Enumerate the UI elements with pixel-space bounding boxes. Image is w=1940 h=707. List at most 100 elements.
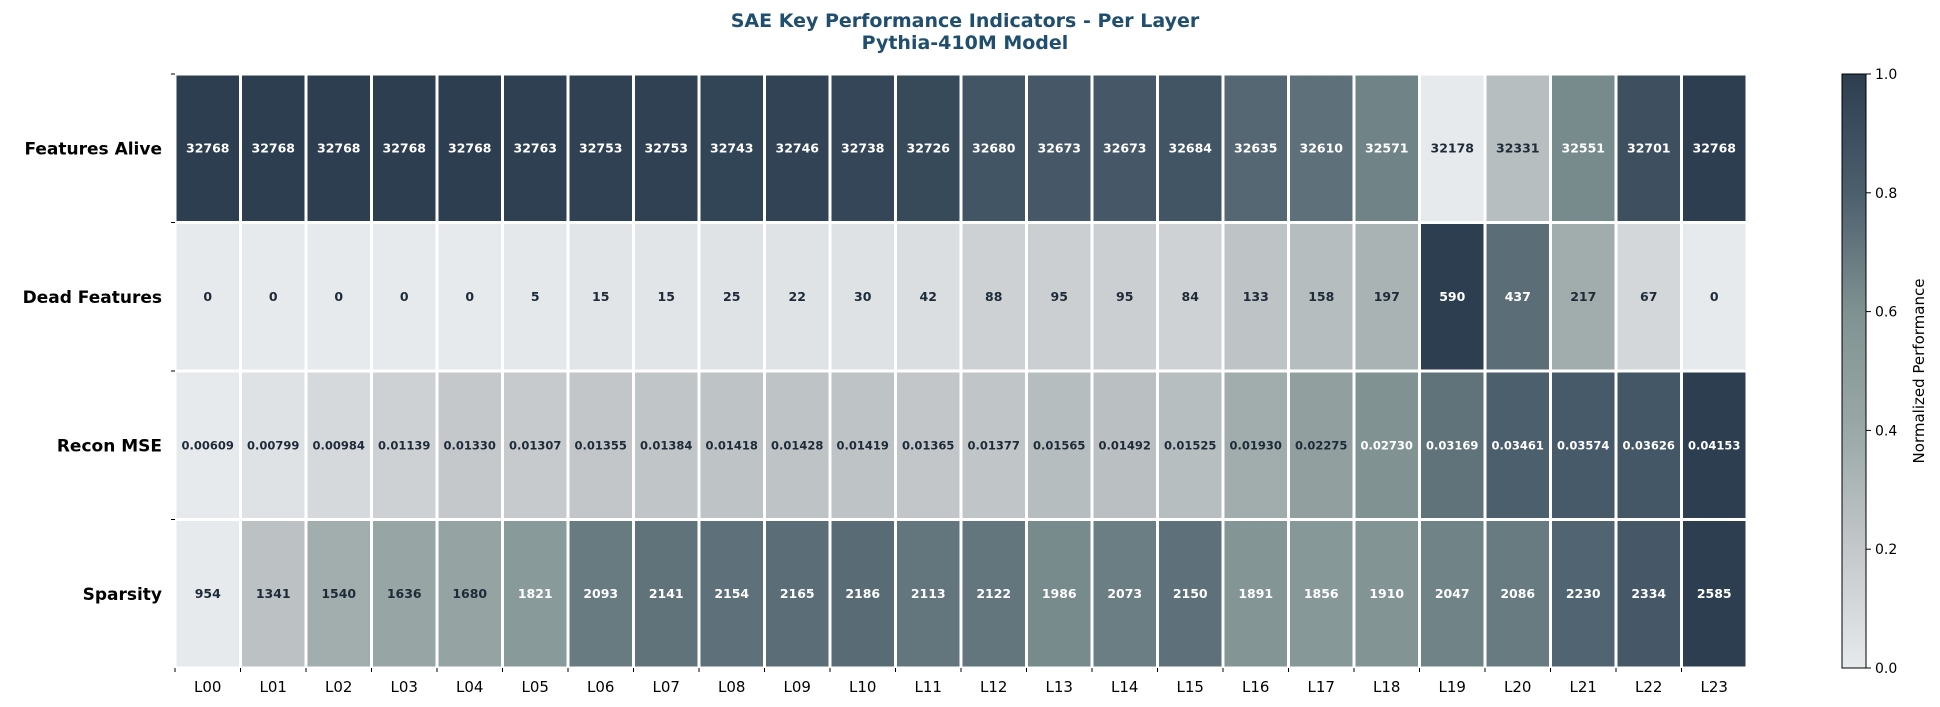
heatmap-cell (304, 369, 373, 521)
cell-value-label: 0.01365 (902, 438, 954, 452)
cell-value-label: 2141 (649, 586, 684, 601)
cell-value-label: 32673 (1103, 140, 1147, 155)
cell-value-label: 0 (334, 289, 343, 304)
heatmap-cell (1287, 221, 1356, 373)
cell-value-label: 437 (1505, 289, 1531, 304)
cell-value-label: 32331 (1496, 140, 1540, 155)
cell-value-label: 15 (592, 289, 609, 304)
cell-value-label: 1910 (1369, 586, 1404, 601)
heatmap-cell (1418, 369, 1487, 521)
heatmap-cell (304, 518, 373, 670)
heatmap-cell (239, 72, 308, 224)
cell-value-label: 30 (854, 289, 872, 304)
heatmap-cell (370, 518, 439, 670)
colorbar: 0.0 0.2 0.4 0.6 0.8 1.0 Normalized Performance (1841, 67, 1928, 677)
chart-subtitle: Pythia-410M Model (862, 32, 1069, 54)
heatmap-cell (763, 72, 832, 224)
column-label: L03 (391, 678, 418, 696)
cell-value-label: 0.02275 (1295, 438, 1347, 452)
heatmap-cell (435, 518, 504, 670)
cell-value-label: 32768 (383, 140, 427, 155)
cell-value-label: 32768 (448, 140, 492, 155)
row-label: Recon MSE (57, 436, 162, 456)
colorbar-tick-label: 0.2 (1875, 542, 1897, 558)
column-labels: L00 L01 L02 L03 L04 L05 L06 L07 L08 L09 L10 L11 L12 L… (174, 668, 1728, 696)
cell-value-label: 0.01565 (1033, 438, 1085, 452)
cell-value-label: 15 (658, 289, 675, 304)
heatmap-cell (173, 518, 242, 670)
column-label: L14 (1111, 678, 1138, 696)
column-label: L12 (980, 678, 1007, 696)
cell-value-label: 0 (203, 289, 212, 304)
cell-value-label: 590 (1439, 289, 1465, 304)
heatmap-cell (959, 518, 1028, 670)
cell-value-label: 0.00984 (313, 438, 365, 452)
cell-value-label: 32635 (1234, 140, 1278, 155)
cell-value-label: 32680 (972, 140, 1016, 155)
column-label: L15 (1177, 678, 1204, 696)
heatmap-cell (1483, 72, 1552, 224)
cell-value-label: 67 (1640, 289, 1657, 304)
cell-value-label: 0.01428 (771, 438, 823, 452)
column-label: L05 (522, 678, 549, 696)
heatmap-cell (566, 369, 635, 521)
cell-value-label: 95 (1051, 289, 1068, 304)
cell-value-label: 2334 (1631, 586, 1666, 601)
cell-value-label: 0.01492 (1099, 438, 1151, 452)
heatmap-cell (239, 369, 308, 521)
cell-value-label: 32178 (1431, 140, 1475, 155)
cell-value-label: 32746 (776, 140, 820, 155)
cell-value-label: 32753 (645, 140, 689, 155)
heatmap-cell (566, 221, 635, 373)
heatmap-cell (1221, 518, 1290, 670)
cell-value-label: 32673 (1038, 140, 1082, 155)
heatmap-cell (828, 369, 897, 521)
heatmap-cell (501, 369, 570, 521)
cell-value-label: 217 (1570, 289, 1596, 304)
column-label: L08 (718, 678, 745, 696)
cell-value-label: 0.01330 (444, 438, 496, 452)
row-label: Sparsity (83, 585, 162, 605)
heatmap-cell (1614, 518, 1683, 670)
heatmap-cell (632, 72, 701, 224)
heatmap-cell (304, 221, 373, 373)
column-label: L19 (1439, 678, 1466, 696)
cell-value-label: 0.01307 (509, 438, 561, 452)
cell-value-label: 1636 (387, 586, 422, 601)
row-label: Features Alive (24, 139, 162, 159)
cell-value-label: 0.02730 (1361, 438, 1413, 452)
heatmap-cell (1156, 518, 1225, 670)
column-label: L23 (1701, 678, 1728, 696)
heatmap-cell (1418, 518, 1487, 670)
cell-value-label: 2230 (1566, 586, 1601, 601)
cell-value-label: 2150 (1173, 586, 1208, 601)
column-label: L22 (1635, 678, 1662, 696)
colorbar-tick-label: 0.6 (1875, 305, 1897, 321)
cell-value-label: 2122 (976, 586, 1011, 601)
row-label: Dead Features (23, 288, 162, 308)
cell-value-label: 2585 (1697, 586, 1732, 601)
row-labels: Features Alive Dead Features Recon MSE Spar… (23, 73, 175, 605)
heatmap-cell (1549, 221, 1618, 373)
cell-value-label: 0 (400, 289, 409, 304)
cell-value-label: 32753 (579, 140, 623, 155)
heatmap-cell (435, 369, 504, 521)
cell-value-label: 0.00609 (182, 438, 234, 452)
heatmap-cell (435, 221, 504, 373)
cell-value-label: 32768 (186, 140, 230, 155)
cell-value-label: 0.01930 (1230, 438, 1282, 452)
colorbar-tick-label: 0.4 (1875, 423, 1897, 439)
column-label: L01 (260, 678, 287, 696)
heatmap-cell (894, 72, 963, 224)
cell-value-label: 2093 (583, 586, 618, 601)
heatmap-cell (1090, 518, 1159, 670)
cell-value-label: 32726 (907, 140, 951, 155)
heatmap-cell (1680, 369, 1749, 521)
column-label: L10 (849, 678, 876, 696)
heatmap-cell (1614, 72, 1683, 224)
cell-value-label: 197 (1374, 289, 1400, 304)
cell-value-label: 1891 (1238, 586, 1273, 601)
heatmap-cell (1352, 518, 1421, 670)
heatmap-cell (239, 518, 308, 670)
cell-value-label: 32768 (1693, 140, 1737, 155)
